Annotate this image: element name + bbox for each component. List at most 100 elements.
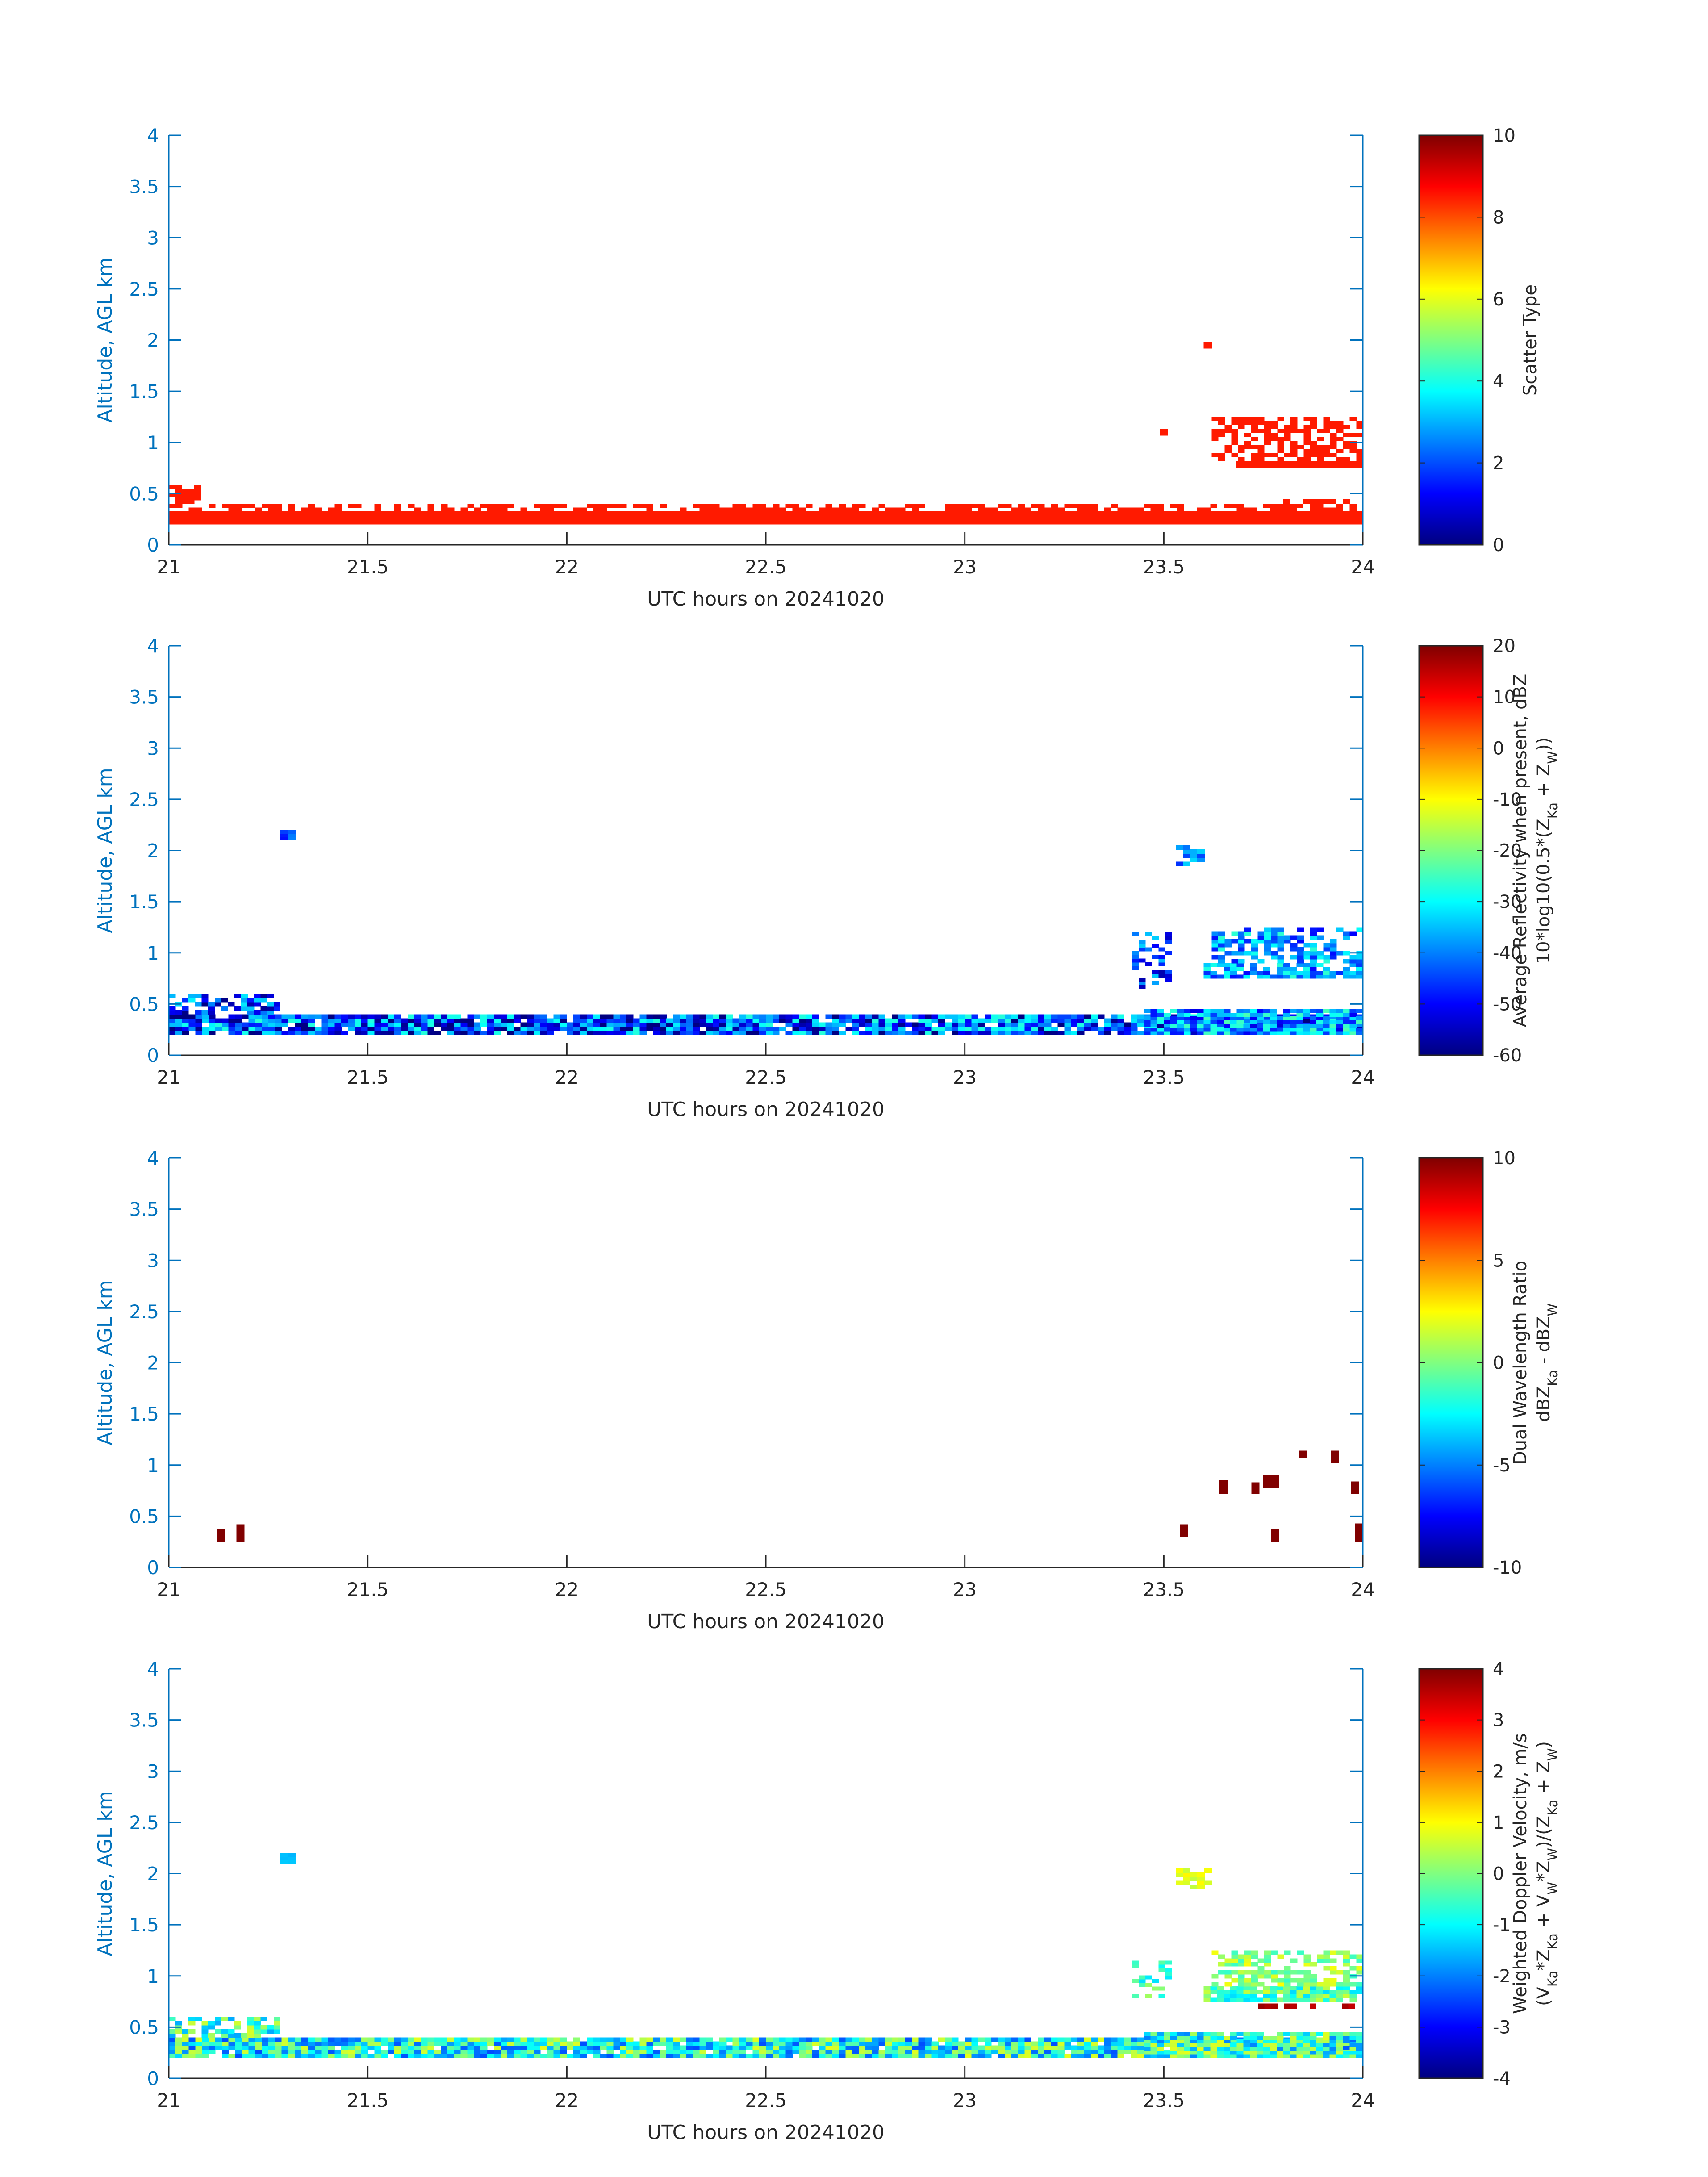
- data-cell: [852, 520, 859, 525]
- data-cell: [1349, 974, 1357, 979]
- data-cell: [613, 2041, 620, 2046]
- data-cell: [832, 2049, 839, 2054]
- data-cell: [1264, 1974, 1271, 1979]
- data-cell: [1297, 445, 1304, 449]
- data-cell: [1190, 1031, 1198, 1035]
- data-cell: [188, 511, 196, 516]
- data-cell: [646, 2045, 654, 2050]
- data-cell: [268, 1031, 276, 1035]
- data-cell: [195, 2049, 202, 2054]
- data-cell: [514, 520, 521, 525]
- data-cell: [255, 1014, 262, 1019]
- data-cell: [1257, 1031, 1264, 1035]
- data-cell: [288, 2045, 295, 2050]
- data-cell: [1224, 1031, 1231, 1035]
- data-cell: [1011, 1031, 1019, 1035]
- data-cell: [1057, 507, 1065, 511]
- data-cell: [201, 1010, 209, 1015]
- data-cell: [1356, 433, 1363, 437]
- data-cell: [819, 2054, 826, 2058]
- data-cell: [1183, 2036, 1191, 2040]
- data-cell: [806, 1022, 813, 1027]
- data-cell: [1250, 1020, 1257, 1024]
- data-cell: [175, 496, 182, 501]
- data-cell: [1183, 1013, 1191, 1017]
- y-tick-label: 0.5: [129, 2016, 159, 2038]
- data-cell: [1011, 520, 1019, 525]
- data-cell: [905, 2037, 912, 2042]
- data-cell: [852, 2037, 859, 2042]
- data-cell: [460, 520, 468, 525]
- data-cell: [460, 1031, 468, 1035]
- data-cell: [334, 515, 342, 520]
- data-cell: [1117, 1031, 1124, 1035]
- data-cell: [673, 2045, 680, 2050]
- y-tick-label: 2.5: [129, 789, 159, 811]
- data-cell: [314, 1026, 322, 1031]
- data-cell: [500, 2045, 508, 2050]
- data-cell: [673, 515, 680, 520]
- data-cell: [355, 1026, 362, 1031]
- data-cell: [1283, 1986, 1290, 1990]
- data-cell: [845, 2041, 852, 2046]
- data-cell: [1310, 935, 1317, 940]
- data-cell: [1111, 511, 1118, 516]
- data-cell: [1303, 498, 1310, 504]
- data-cell: [812, 1031, 819, 1035]
- data-cell: [414, 2037, 422, 2042]
- data-cell: [1310, 1027, 1317, 1032]
- data-cell: [182, 2045, 189, 2050]
- data-cell: [308, 2045, 315, 2050]
- data-cell: [633, 1031, 640, 1035]
- data-cell: [202, 2054, 209, 2058]
- data-cell: [1283, 520, 1290, 525]
- y-tick-label: 0.5: [129, 993, 159, 1015]
- data-cell: [407, 2049, 415, 2054]
- data-cell: [1031, 2045, 1038, 2050]
- data-cell: [845, 2049, 852, 2054]
- data-cell: [228, 520, 236, 525]
- data-cell: [1296, 2032, 1303, 2036]
- data-cell: [1124, 1031, 1131, 1035]
- data-cell: [971, 2037, 978, 2042]
- data-cell: [348, 1018, 355, 1023]
- data-cell: [1249, 464, 1256, 468]
- data-cell: [1270, 1024, 1277, 1028]
- data-cell: [1190, 853, 1198, 858]
- data-cell: [1144, 504, 1151, 508]
- data-cell: [214, 2021, 222, 2026]
- data-cell: [228, 1002, 235, 1007]
- data-cell: [600, 520, 607, 525]
- data-cell: [1303, 425, 1311, 429]
- data-cell: [693, 515, 700, 520]
- data-cell: [646, 511, 654, 516]
- data-cell: [262, 1018, 269, 1023]
- data-cell: [1210, 1009, 1217, 1013]
- data-cell: [1217, 1013, 1224, 1017]
- data-cell: [1303, 2050, 1310, 2055]
- data-cell: [281, 511, 288, 516]
- data-cell: [806, 2037, 813, 2042]
- data-cell: [1277, 931, 1284, 936]
- data-cell: [247, 2017, 255, 2022]
- data-cell: [480, 2037, 488, 2042]
- data-cell: [819, 1022, 826, 1027]
- data-cell: [639, 2041, 647, 2046]
- data-cell: [1309, 464, 1316, 468]
- data-cell: [487, 504, 494, 508]
- data-cell: [188, 2029, 196, 2034]
- data-cell: [407, 504, 415, 508]
- data-cell: [460, 2045, 468, 2050]
- data-cell: [1329, 2039, 1337, 2043]
- data-cell: [175, 520, 183, 525]
- data-cell: [799, 2037, 806, 2042]
- y-tick-label: 0: [147, 1557, 159, 1579]
- data-cell: [260, 1006, 267, 1011]
- data-cell: [500, 1014, 508, 1019]
- data-cell: [1257, 1990, 1264, 1994]
- data-cell: [1038, 1026, 1045, 1031]
- data-cell: [772, 511, 780, 516]
- data-cell: [606, 1031, 614, 1035]
- data-cell: [832, 1018, 839, 1023]
- data-cell: [739, 2049, 747, 2054]
